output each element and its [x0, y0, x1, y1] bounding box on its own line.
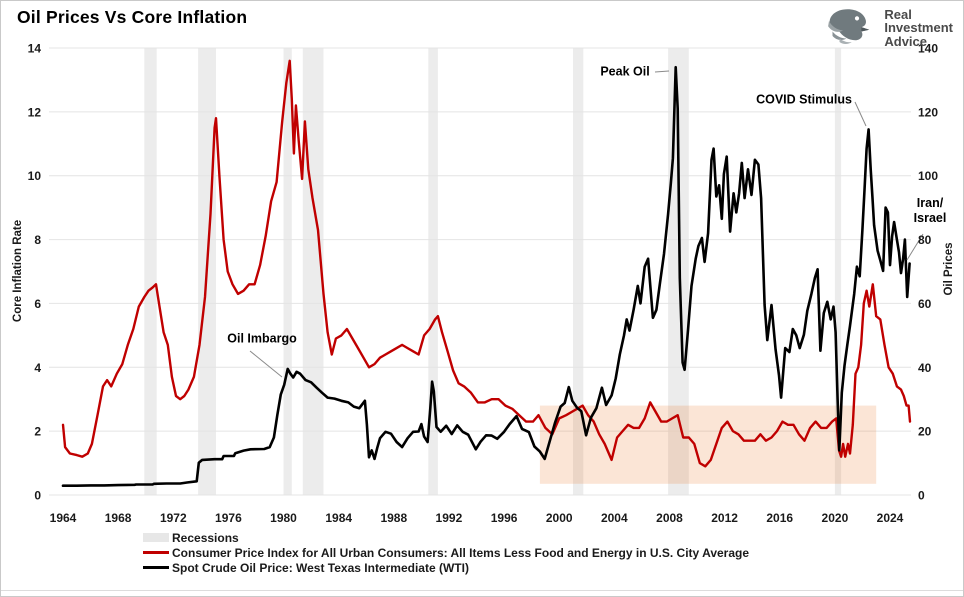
brand-logo: Real Investment Advice	[822, 7, 953, 49]
x-tick: 1984	[325, 511, 352, 525]
brand-name: Real Investment Advice	[884, 8, 953, 49]
x-tick: 2000	[546, 511, 573, 525]
y-right-tick: 20	[918, 425, 932, 439]
recession-band	[834, 48, 842, 495]
annotation-oil-embargo: Oil Imbargo	[227, 331, 297, 346]
x-tick: 1996	[491, 511, 518, 525]
annotation-iran-israel: Iran/ Israel	[913, 196, 947, 225]
y-right-tick: 40	[918, 361, 932, 375]
recession-band	[283, 48, 292, 495]
y-right-tick: 0	[918, 489, 925, 503]
y-right-tick: 80	[918, 233, 932, 247]
annotation-peak-oil: Peak Oil	[600, 64, 650, 79]
x-tick: 1964	[50, 511, 77, 525]
legend-item-recessions: Recessions	[143, 530, 749, 545]
highlight-band	[539, 405, 877, 484]
y-left-tick: 0	[34, 489, 41, 503]
wti-line-swatch	[143, 565, 169, 570]
brand-line-1: Real	[884, 6, 912, 22]
bottom-divider	[1, 590, 963, 591]
x-tick: 1980	[270, 511, 297, 525]
leader-line	[249, 350, 283, 378]
y-left-tick: 14	[28, 42, 42, 56]
legend: Recessions Consumer Price Index for All …	[143, 530, 749, 575]
page-title: Oil Prices Vs Core Inflation	[17, 7, 248, 27]
y-right-tick: 140	[918, 42, 938, 56]
leader-line	[854, 101, 867, 127]
x-tick: 2008	[656, 511, 683, 525]
recession-band	[428, 48, 438, 495]
x-tick: 1992	[436, 511, 463, 525]
y-left-tick: 12	[28, 105, 42, 119]
y-left-tick: 6	[34, 297, 41, 311]
left-axis-title: Core Inflation Rate	[12, 219, 24, 323]
legend-label: Consumer Price Index for All Urban Consu…	[172, 545, 750, 560]
x-tick: 2016	[766, 511, 793, 525]
y-left-tick: 4	[34, 361, 41, 375]
recession-swatch	[143, 533, 169, 542]
cpi-line-swatch	[143, 550, 169, 555]
wti-line	[61, 65, 911, 488]
brand-line-3: Advice	[884, 33, 927, 49]
eagle-icon	[828, 9, 870, 44]
y-right-tick: 120	[918, 105, 938, 119]
legend-item-cpi: Consumer Price Index for All Urban Consu…	[143, 545, 749, 560]
x-tick: 2024	[877, 511, 904, 525]
cpi-line	[61, 59, 912, 468]
y-right-tick: 100	[918, 169, 938, 183]
x-tick: 1988	[380, 511, 407, 525]
legend-item-wti: Spot Crude Oil Price: West Texas Interme…	[143, 560, 749, 575]
legend-label: Recessions	[172, 530, 239, 545]
x-tick: 1976	[215, 511, 242, 525]
recession-band	[144, 48, 157, 495]
right-axis-title: Oil Prices	[943, 242, 955, 296]
y-right-tick: 60	[918, 297, 932, 311]
x-tick: 2012	[711, 511, 738, 525]
leader-line	[906, 233, 924, 261]
brand-line-2: Investment	[884, 20, 953, 36]
x-tick: 2020	[822, 511, 849, 525]
leader-line	[654, 70, 670, 73]
y-left-tick: 10	[28, 169, 42, 183]
recession-band	[573, 48, 584, 495]
x-tick: 2004	[601, 511, 628, 525]
legend-label: Spot Crude Oil Price: West Texas Interme…	[172, 560, 469, 575]
y-left-tick: 8	[34, 233, 41, 247]
y-left-tick: 2	[34, 425, 41, 439]
x-tick: 1972	[160, 511, 187, 525]
annotation-covid-stimulus: COVID Stimulus	[756, 92, 852, 107]
x-tick: 1968	[105, 511, 132, 525]
